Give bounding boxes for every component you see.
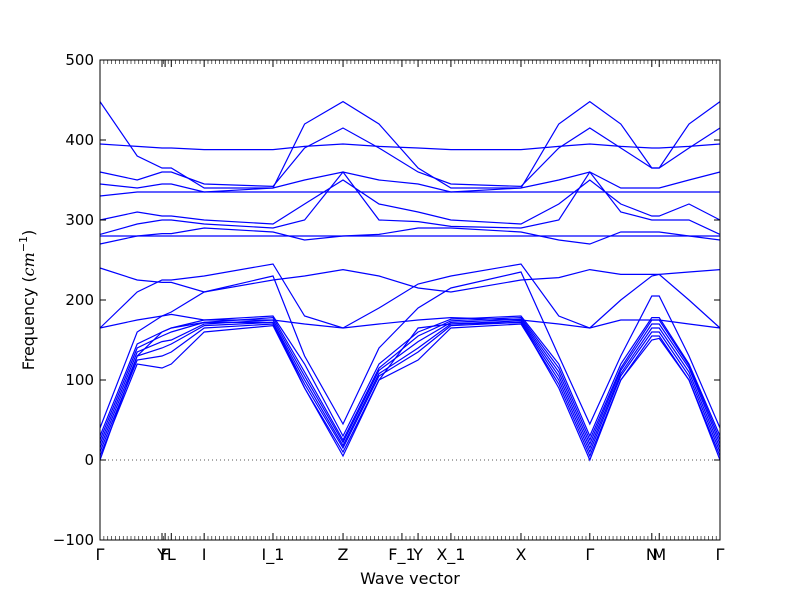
- band-line-9: [99, 263, 721, 329]
- band-line-14: [99, 179, 721, 225]
- x-tick-label: I_1: [262, 545, 285, 565]
- band-line-4: [99, 318, 721, 446]
- x-tick-label: X_1: [436, 545, 465, 565]
- x-tick-label: Y: [412, 545, 423, 564]
- x-tick-label: L: [167, 545, 176, 564]
- x-axis-ticks: Γ YFL I I_1 Z F_1Y X_1 X Γ NM Γ: [96, 60, 725, 565]
- y-axis-label: Frequency (cm−1): [17, 230, 38, 371]
- axes-frame: [99, 59, 721, 541]
- band-line-8: [99, 313, 721, 329]
- x-tick-label: Γ: [96, 545, 105, 564]
- x-tick-label: N: [646, 545, 658, 564]
- band-line-11: [99, 227, 721, 245]
- y-tick-label: −100: [53, 531, 94, 549]
- plot-area: [99, 100, 721, 462]
- x-tick-label: Γ: [716, 545, 725, 564]
- y-tick-label: 300: [65, 211, 94, 229]
- x-tick-label: I: [202, 545, 207, 564]
- y-tick-label: 200: [65, 291, 94, 309]
- band-line-1: [99, 323, 721, 458]
- y-axis-label-exp: −1: [17, 236, 30, 252]
- band-line-18: [99, 143, 721, 151]
- band-line-15: [99, 191, 720, 197]
- y-axis-label-close: ): [19, 230, 38, 236]
- y-tick-label: 0: [84, 451, 94, 469]
- x-tick-label: Y: [156, 545, 167, 564]
- y-tick-label: 500: [65, 51, 94, 69]
- band-line-19: [99, 100, 721, 189]
- band-line-6: [99, 315, 721, 438]
- x-axis-label: Wave vector: [360, 569, 460, 588]
- band-line-3: [99, 320, 721, 450]
- band-line-7: [99, 271, 721, 429]
- y-axis-label-unit: cm: [19, 252, 38, 276]
- band-line-10: [99, 267, 721, 293]
- x-tick-label: F_1: [388, 545, 415, 565]
- x-tick-label: X: [515, 545, 526, 564]
- x-tick-label: M: [652, 545, 666, 564]
- x-tick-label: Γ: [585, 545, 594, 564]
- x-tick-label: F: [160, 545, 169, 564]
- y-tick-label: 400: [65, 131, 94, 149]
- x-tick-label: Z: [338, 545, 349, 564]
- band-line-16: [99, 171, 721, 193]
- y-axis-label-main: Frequency (: [19, 276, 38, 370]
- band-line-17: [99, 127, 721, 188]
- band-line-13: [99, 170, 721, 235]
- band-line-2: [99, 321, 721, 454]
- y-tick-label: 100: [65, 371, 94, 389]
